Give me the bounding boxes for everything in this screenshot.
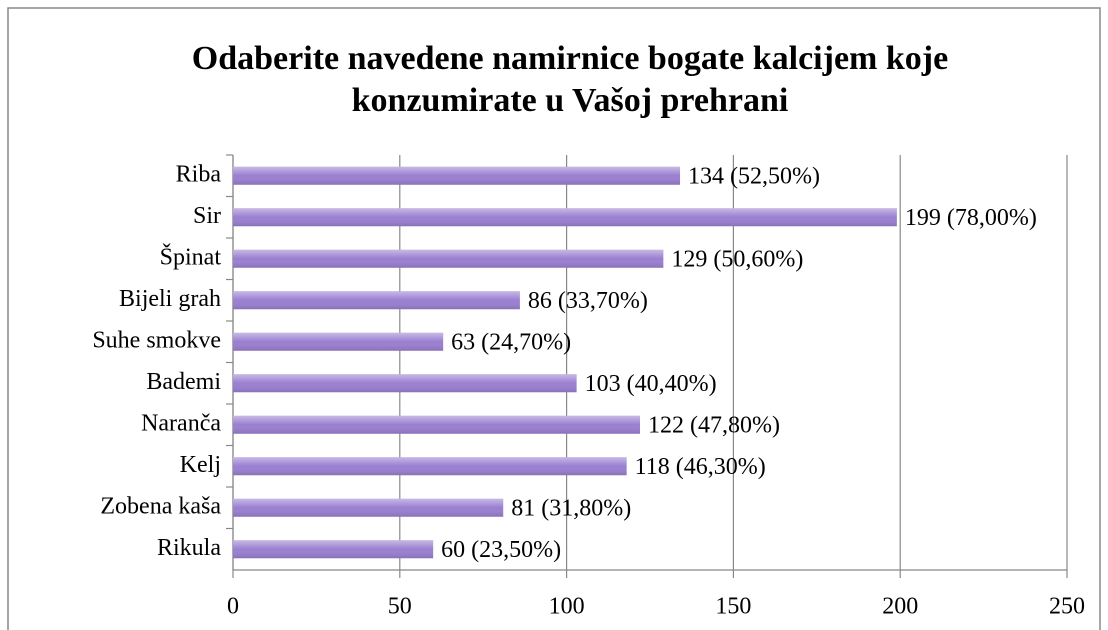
bar-shine (233, 208, 897, 227)
x-tick-label: 200 (882, 594, 918, 620)
data-label: 199 (78,00%) (905, 205, 1037, 231)
data-label: 122 (47,80%) (648, 412, 780, 438)
x-tick-label: 150 (715, 594, 751, 620)
bar-shine (233, 291, 520, 310)
data-label: 81 (31,80%) (511, 495, 631, 521)
bar-shine (233, 166, 681, 185)
x-tick-label: 100 (549, 594, 585, 620)
y-tick-label: Kelj (180, 452, 221, 478)
data-label: 103 (40,40%) (585, 371, 717, 397)
bar-shine (233, 415, 640, 434)
data-label: 60 (23,50%) (441, 537, 561, 563)
x-tick-label: 250 (1049, 594, 1085, 620)
chart-border (7, 7, 1101, 630)
bar-shine (233, 457, 627, 476)
data-label: 129 (50,60%) (671, 246, 803, 272)
data-label: 134 (52,50%) (688, 163, 820, 189)
y-tick-label: Špinat (160, 243, 222, 270)
data-label: 63 (24,70%) (451, 329, 571, 355)
y-tick-label: Sir (193, 203, 221, 229)
chart-title: Odaberite navedene namirnice bogate kalc… (191, 40, 949, 119)
bar-shine (233, 498, 504, 517)
y-tick-label: Riba (176, 161, 222, 187)
y-tick-label: Rikula (157, 535, 221, 561)
y-tick-label: Bademi (146, 369, 221, 395)
bar-shine (233, 374, 577, 393)
data-label: 118 (46,30%) (635, 454, 766, 480)
data-label: 86 (33,70%) (528, 288, 648, 314)
y-tick-label: Naranča (141, 410, 221, 436)
x-tick-label: 50 (388, 594, 412, 620)
y-tick-label: Suhe smokve (92, 327, 221, 353)
y-tick-label: Bijeli grah (119, 286, 221, 312)
y-tick-label: Zobena kaša (100, 493, 221, 519)
bar-shine (233, 540, 434, 559)
bar-shine (233, 249, 664, 268)
bar-shine (233, 332, 444, 351)
x-tick-label: 0 (227, 594, 239, 620)
